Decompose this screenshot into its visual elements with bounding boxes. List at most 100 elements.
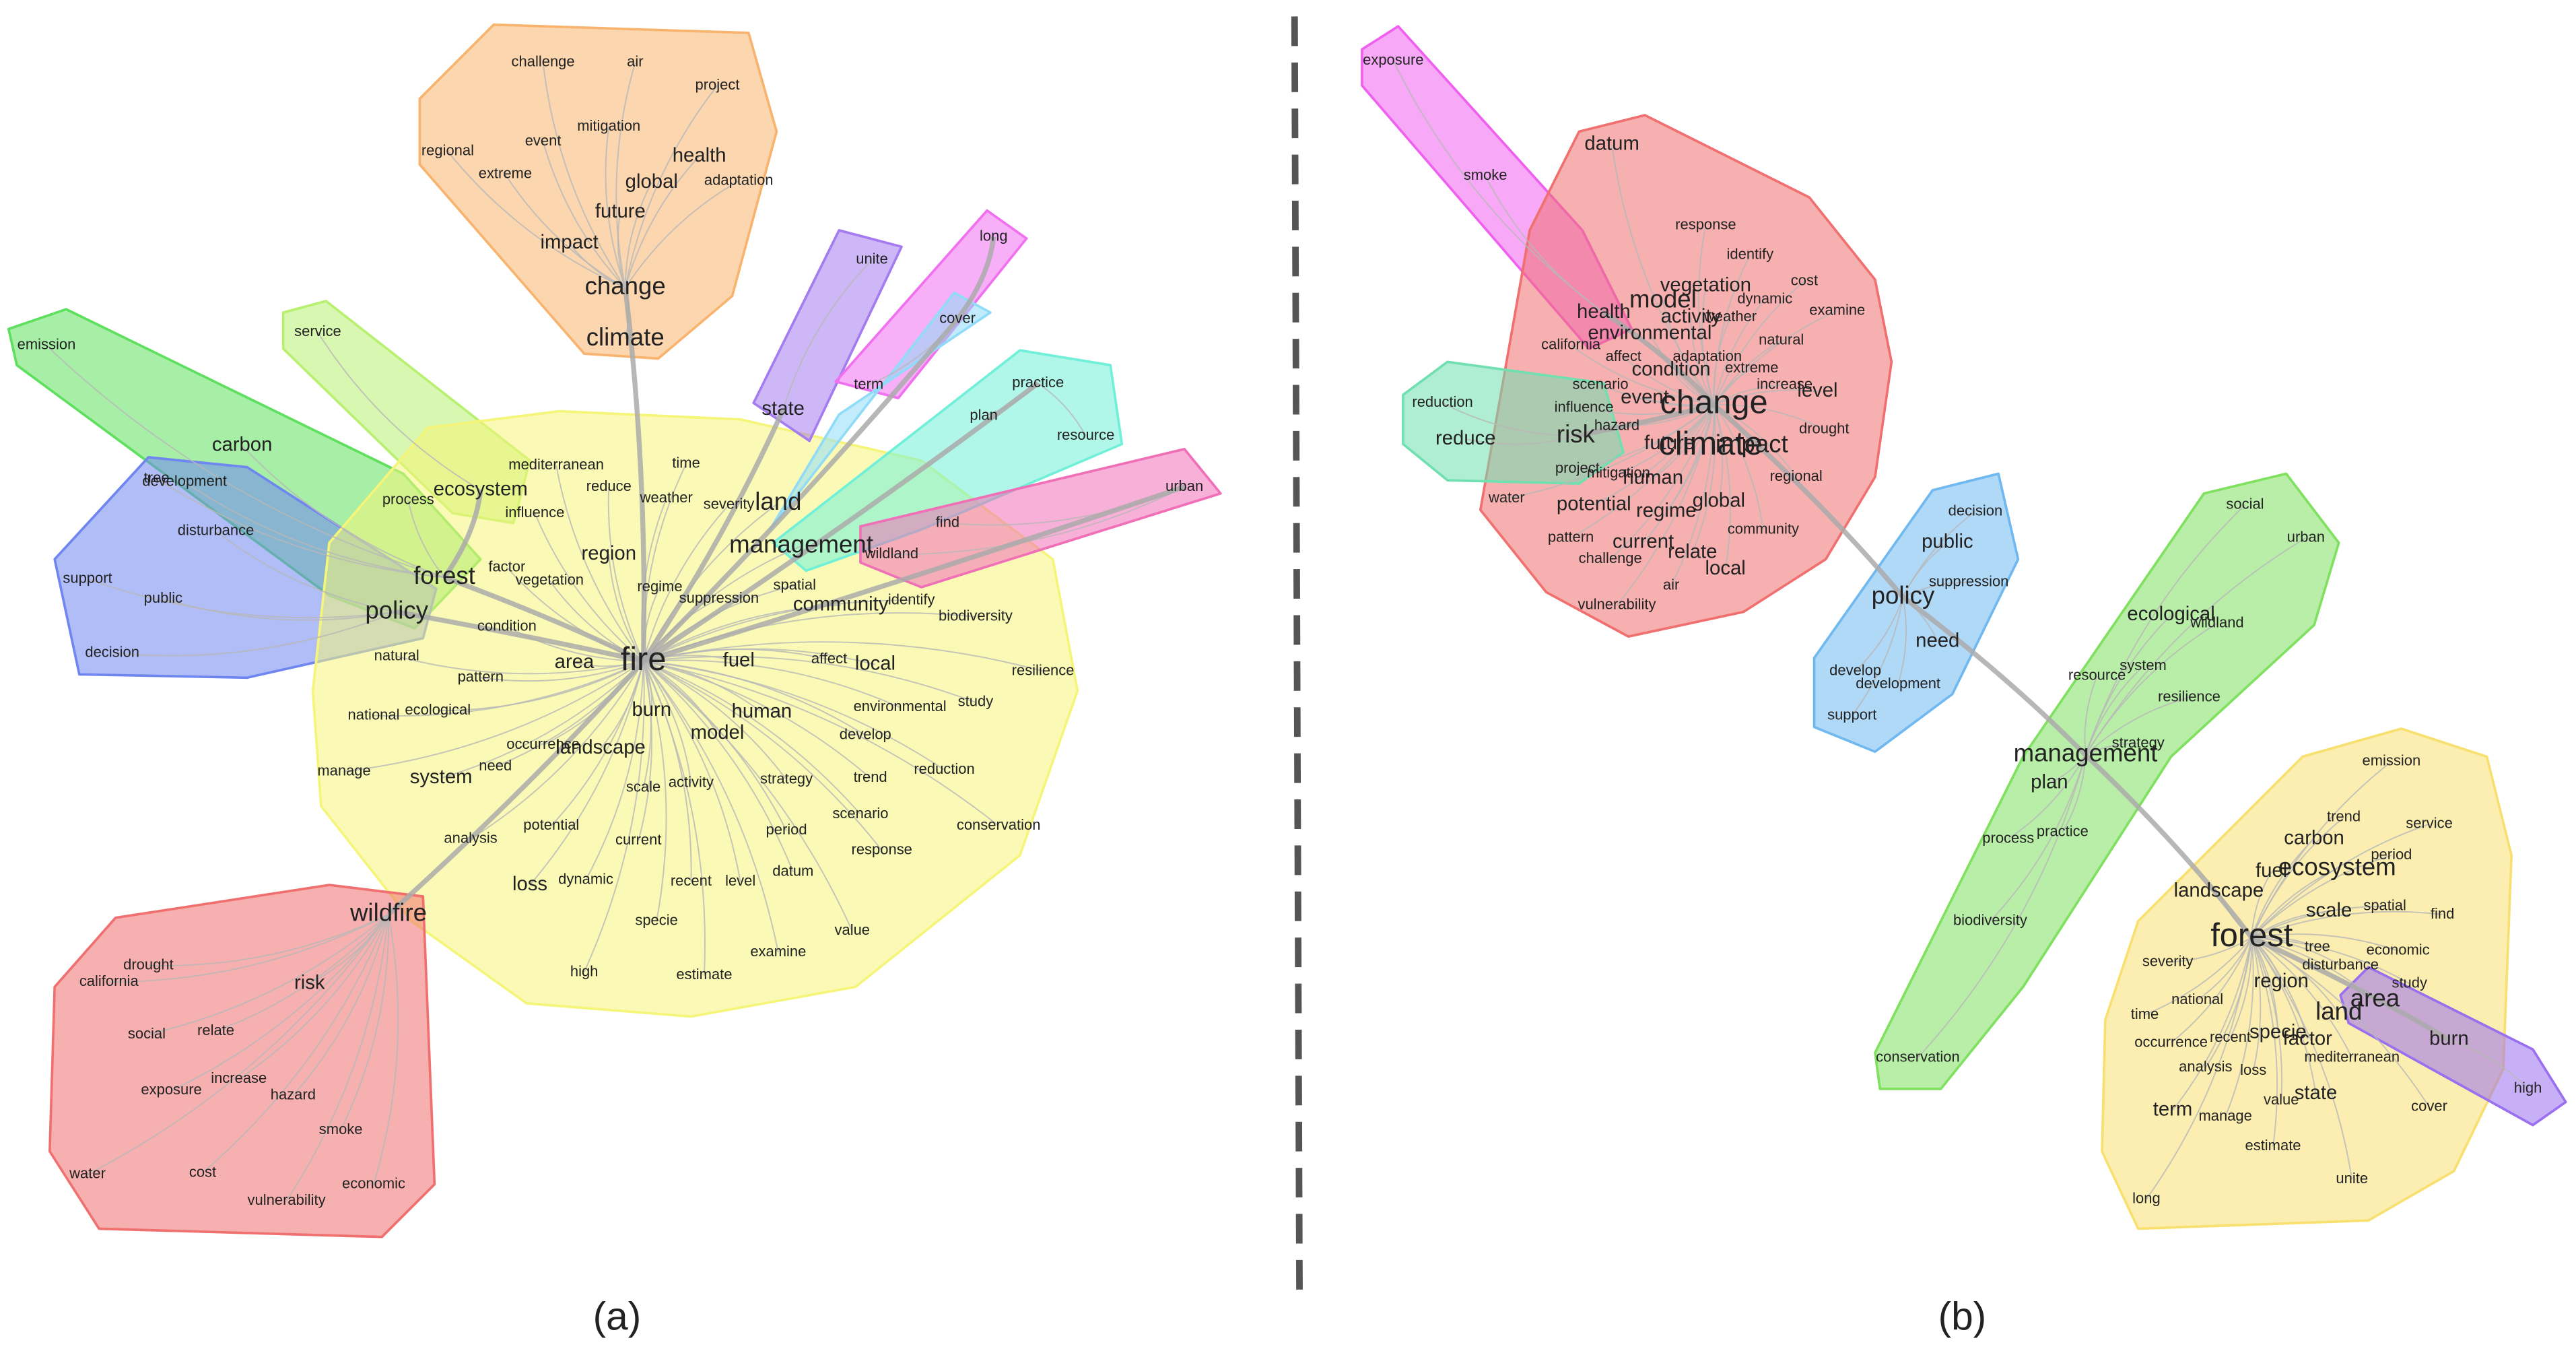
word: term [854, 375, 883, 392]
word: hazard [271, 1086, 316, 1102]
word: resilience [1012, 661, 1075, 678]
word: service [294, 323, 341, 339]
word: ecosystem [434, 478, 528, 500]
word: process [382, 490, 434, 507]
word: suppression [679, 589, 759, 606]
word: extreme [1725, 359, 1778, 376]
hub-edge [1712, 403, 1905, 599]
edge [1465, 435, 1576, 445]
edge [396, 655, 644, 675]
word: impact [1716, 430, 1788, 458]
edge [2251, 871, 2272, 938]
word: urban [2287, 528, 2325, 545]
word: landscape [555, 736, 646, 758]
word: drought [1799, 420, 1850, 436]
word: tree [144, 469, 170, 486]
word: affect [1606, 347, 1641, 364]
word: community [1728, 520, 1799, 537]
word: model [691, 721, 745, 743]
edge [1854, 597, 1904, 672]
word: system [410, 766, 473, 788]
hub-edge [1901, 595, 2088, 757]
edge [440, 661, 644, 779]
word: increase [211, 1069, 267, 1086]
word: decision [1948, 502, 2003, 519]
edge [1611, 144, 1715, 405]
word: climate [1658, 426, 1763, 462]
word: high [2514, 1080, 2542, 1096]
word: level [1797, 379, 1837, 401]
word: policy [1872, 581, 1935, 609]
word: time [672, 455, 700, 471]
edge [202, 914, 389, 1174]
word: california [1541, 336, 1601, 353]
word: conservation [957, 816, 1041, 833]
word: project [696, 76, 740, 93]
edge [1442, 402, 1576, 437]
word: policy [365, 596, 428, 624]
word: mitigation [577, 117, 640, 134]
edge [643, 641, 1044, 672]
edge [238, 914, 389, 1080]
word: carbon [212, 434, 273, 456]
word: carbon [2284, 826, 2344, 849]
word: economic [2367, 941, 2430, 958]
edge [2144, 937, 2253, 1016]
edge [1506, 404, 1715, 500]
edge [2251, 937, 2309, 1040]
word: influence [505, 504, 564, 521]
word: severity [2142, 953, 2194, 970]
edge [1714, 403, 1797, 477]
edge [643, 599, 912, 662]
word: extreme [479, 165, 532, 182]
word: system [2120, 657, 2167, 673]
edge [1652, 404, 1715, 479]
word: severity [704, 496, 755, 512]
edge [643, 660, 945, 770]
word: analysis [444, 829, 497, 846]
edge [148, 914, 389, 966]
word: develop [840, 726, 891, 743]
word: land [755, 488, 801, 515]
word: fuel [723, 649, 755, 671]
word: trend [854, 768, 887, 785]
edge [2251, 937, 2353, 1058]
word: ecological [2127, 603, 2214, 625]
word: health [673, 144, 726, 166]
word: high [570, 962, 599, 979]
word: fire [621, 641, 667, 677]
edge [146, 914, 389, 1036]
word: current [1613, 531, 1674, 553]
edge [2084, 665, 2144, 756]
edge [292, 914, 389, 1096]
word: reduce [1435, 427, 1496, 449]
word: urban [1165, 477, 1203, 494]
word: land [2315, 997, 2362, 1025]
edge [2229, 937, 2253, 1038]
word: loss [2240, 1061, 2266, 1078]
word: area [2350, 985, 2400, 1012]
edge [1897, 597, 1907, 685]
edge [87, 914, 389, 1175]
hub-edge [955, 236, 996, 321]
word: datum [1584, 133, 1639, 155]
word: resource [2068, 667, 2126, 684]
word: activity [669, 773, 714, 790]
word: manage [317, 762, 370, 779]
word: time [2131, 1005, 2159, 1022]
edge [2251, 911, 2443, 939]
word: pattern [458, 668, 504, 685]
hub-edge [623, 287, 647, 661]
edge [1690, 317, 1715, 405]
cluster-hull [1874, 472, 2340, 1090]
word: scenario [1573, 375, 1629, 392]
word: vulnerability [248, 1191, 326, 1208]
cluster-hull [1812, 472, 2020, 754]
word: period [2371, 846, 2412, 863]
edge [1917, 754, 2087, 1059]
edge [605, 126, 626, 288]
word: level [725, 872, 755, 889]
word: change [585, 272, 666, 300]
edge [171, 914, 389, 1092]
word: examine [750, 943, 806, 960]
